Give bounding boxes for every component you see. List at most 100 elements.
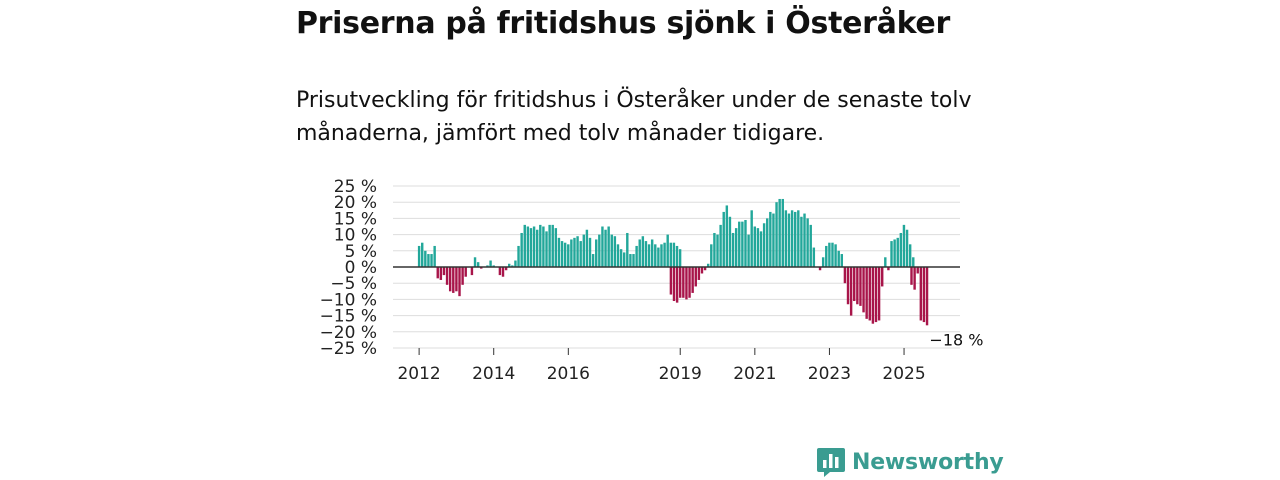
bar [843, 267, 847, 284]
bar [731, 232, 735, 267]
x-axis: 2012 2014 2016 2019 2021 2023 2025 [397, 348, 926, 384]
bar [846, 267, 850, 305]
bar [741, 221, 744, 267]
bar [747, 234, 750, 267]
bar [710, 244, 713, 267]
bar [919, 267, 923, 321]
last-value-label: −18 % [929, 330, 983, 349]
bar [427, 254, 430, 267]
bar [691, 267, 694, 293]
bar [442, 267, 446, 276]
y-tick-label: 15 % [334, 209, 377, 229]
bar [818, 267, 822, 271]
bar [473, 257, 477, 267]
chart-subtitle: Prisutveckling för fritidshus i Österåke… [296, 88, 972, 146]
bar [626, 232, 629, 267]
x-tick-label: 2021 [733, 364, 776, 384]
bar [424, 250, 427, 267]
bar [486, 265, 489, 267]
bar [859, 267, 862, 306]
bar [573, 237, 576, 267]
bar [809, 224, 812, 267]
bar [455, 267, 458, 292]
bar [694, 267, 697, 287]
bar [812, 247, 816, 267]
brand-logo: Newsworthy [816, 446, 1004, 478]
x-tick-label: 2014 [472, 364, 515, 384]
bar [678, 249, 682, 267]
bar [825, 245, 828, 267]
bar [433, 245, 436, 267]
bar [910, 267, 913, 285]
bars [417, 198, 929, 326]
x-tick-label: 2019 [659, 364, 702, 384]
x-tick-label: 2012 [397, 364, 440, 384]
bar [803, 213, 806, 267]
bar [896, 237, 899, 267]
bar [744, 220, 747, 267]
bar [719, 224, 722, 267]
bar [563, 242, 567, 267]
bar [899, 232, 903, 267]
bar [769, 211, 772, 267]
bar [675, 245, 679, 267]
bar [685, 267, 688, 300]
bar-chart-speech-bubble-icon [817, 448, 845, 477]
bar [834, 244, 837, 267]
y-tick-label: −5 % [330, 274, 377, 294]
brand-name: Newsworthy [852, 449, 1004, 475]
bar [672, 242, 676, 267]
y-tick-label: −20 % [320, 323, 377, 343]
bar [828, 242, 831, 267]
bar [877, 267, 881, 321]
bar [632, 254, 635, 267]
bar [806, 218, 809, 267]
bar [849, 267, 853, 316]
bar [464, 267, 467, 277]
x-tick-label: 2025 [882, 364, 925, 384]
bar [591, 254, 595, 267]
bar [489, 260, 492, 267]
bar [430, 254, 433, 267]
bar [421, 242, 424, 267]
bar [753, 226, 757, 267]
bar [526, 226, 530, 267]
bar [445, 267, 449, 285]
bar [508, 263, 511, 267]
bar [908, 244, 912, 267]
bar [535, 229, 539, 267]
y-tick-label: −15 % [320, 307, 377, 327]
bar [679, 267, 682, 298]
bar [650, 239, 654, 267]
bar [905, 229, 909, 267]
bar [635, 245, 638, 267]
bar [439, 267, 443, 280]
bar [797, 210, 800, 267]
bar [868, 267, 871, 321]
bar [697, 267, 701, 280]
bar [647, 244, 651, 267]
bar [601, 226, 604, 267]
bar [821, 257, 825, 267]
bar [501, 267, 505, 277]
bar [582, 234, 586, 267]
annotations: −18 % [929, 330, 983, 349]
bar [567, 244, 570, 267]
bar [461, 267, 464, 285]
bar [616, 244, 620, 267]
y-tick-label: 20 % [334, 193, 377, 213]
bar [657, 247, 660, 267]
bar [772, 213, 775, 267]
bar [613, 236, 617, 267]
chart-title: Priserna på fritidshus sjönk i Österåker [296, 6, 950, 41]
bar [576, 236, 579, 267]
bar [837, 250, 840, 267]
bar [517, 245, 520, 267]
bar [619, 249, 623, 267]
bar [831, 242, 834, 267]
bar [703, 267, 707, 271]
bar [766, 218, 769, 267]
bar [884, 257, 887, 267]
bar [622, 252, 626, 267]
bar [682, 267, 685, 298]
